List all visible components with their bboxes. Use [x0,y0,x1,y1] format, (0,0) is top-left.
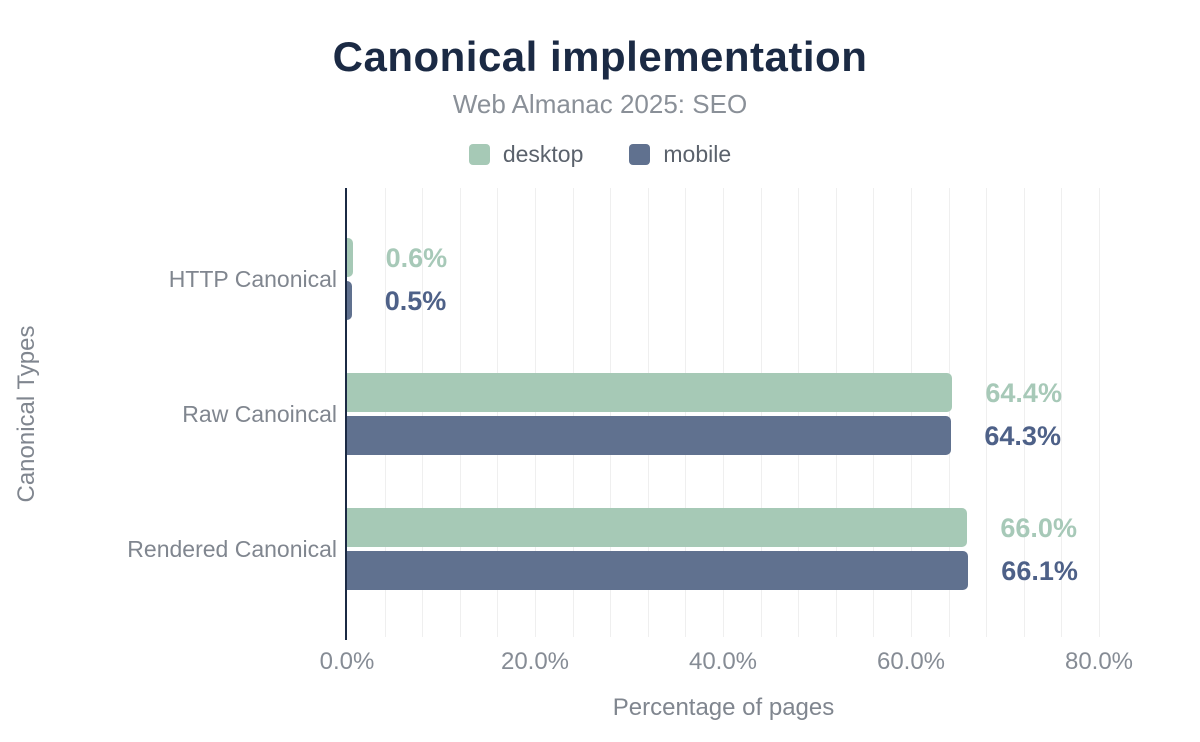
gridline [873,188,874,637]
gridline [385,188,386,637]
bar-mobile-0 [347,281,352,320]
chart-subtitle: Web Almanac 2025: SEO [452,89,748,119]
legend-item-mobile[interactable]: mobile [629,141,731,168]
gridline [911,188,912,637]
y-axis-line [345,188,347,640]
legend-item-desktop[interactable]: desktop [468,141,584,168]
y-axis-title: Canonical Types [13,325,40,503]
value-label-mobile-1: 64.3% [984,420,1061,451]
value-label-mobile-2: 66.1% [1001,555,1078,586]
bar-mobile-1 [347,416,952,455]
bar-mobile-2 [347,551,969,590]
value-label-desktop-2: 66.0% [1000,512,1077,543]
gridline [648,188,649,637]
gridline [949,188,950,637]
gridline [497,188,498,637]
category-label: Rendered Canonical [127,536,337,562]
gridline [1099,188,1100,637]
legend-label: desktop [502,141,584,167]
value-label-mobile-0: 0.5% [384,285,447,316]
x-axis-title: Percentage of pages [612,694,835,721]
gridline [1024,188,1025,637]
category-label: Raw Canoincal [182,401,337,427]
gridline [610,188,611,637]
x-tick-label: 0.0% [319,648,375,675]
value-label-desktop-0: 0.6% [385,242,448,273]
legend-swatch-mobile [629,144,651,165]
legend-swatch-desktop [468,144,490,165]
x-tick-label: 40.0% [688,648,758,675]
gridline [723,188,724,637]
gridline [573,188,574,637]
gridline [535,188,536,637]
gridline [1061,188,1062,637]
value-label-desktop-1: 64.4% [985,377,1062,408]
gridline [685,188,686,637]
bar-desktop-0 [347,238,353,277]
category-label: HTTP Canonical [168,266,337,292]
gridline [422,188,423,637]
plot-area: 0.6% 0.5% 64.4% 64.3% 66.0% 66.1% [345,188,1100,640]
gridline [836,188,837,637]
x-tick-label: 20.0% [500,648,570,675]
gridline [460,188,461,637]
gridline [761,188,762,637]
legend-label: mobile [663,141,732,167]
x-tick-label: 60.0% [876,648,946,675]
gridline [986,188,987,637]
bar-desktop-1 [347,373,953,412]
chart-title: Canonical implementation [332,33,868,80]
x-tick-label: 80.0% [1064,648,1134,675]
legend: desktop mobile [0,141,1200,168]
gridline [798,188,799,637]
bar-desktop-2 [347,508,968,547]
